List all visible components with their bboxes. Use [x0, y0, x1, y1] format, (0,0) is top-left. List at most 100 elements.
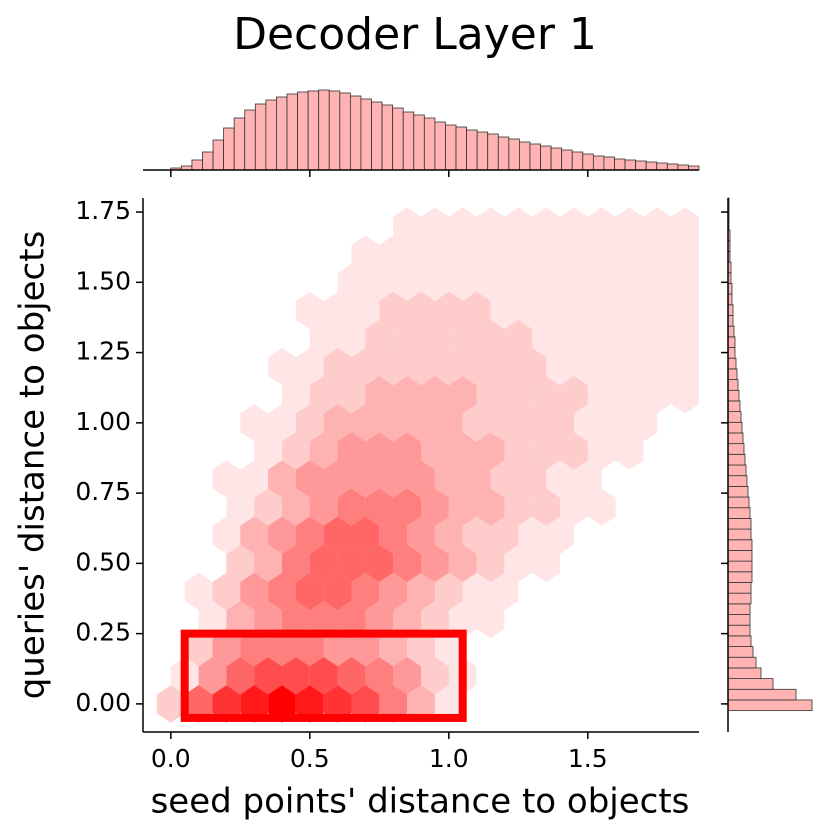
x-axis-label: seed points' distance to objects — [151, 782, 690, 822]
hex-cell — [421, 488, 449, 526]
hex-cell — [587, 432, 616, 470]
hex-cell — [671, 263, 699, 302]
top-hist-bar — [476, 131, 489, 171]
hex-cell — [268, 628, 296, 667]
hex-cell — [240, 460, 269, 498]
hex-cell — [448, 376, 477, 414]
hex-cell — [268, 347, 296, 386]
top-hist-bar — [286, 93, 298, 171]
right-hist-bar — [727, 389, 740, 402]
top-hist-bar — [445, 124, 457, 171]
hex-cell — [657, 235, 686, 273]
hex-cell — [351, 235, 380, 273]
hex-cell — [490, 572, 519, 611]
hex-cell — [212, 516, 241, 554]
hex-cell — [393, 376, 421, 414]
hex-cell — [295, 347, 324, 386]
hex-cell — [309, 544, 338, 583]
hex-cell — [309, 376, 338, 414]
right-hist-bar — [727, 453, 746, 466]
hex-cell — [198, 600, 227, 639]
hex-cell — [212, 685, 241, 723]
hex-cell — [407, 572, 435, 611]
hex-cell — [379, 460, 408, 498]
hex-cell — [323, 347, 352, 386]
right-hist-bar — [727, 336, 736, 348]
hex-cell — [504, 263, 533, 302]
right-hist-bar — [727, 550, 753, 562]
right-hist-bar — [727, 400, 741, 413]
top-hist-bar — [519, 141, 531, 171]
hex-cell — [518, 460, 547, 498]
hex-cell — [560, 319, 588, 358]
top-hist-bar — [349, 95, 362, 171]
hex-cell — [295, 685, 324, 723]
hex-cell — [379, 685, 408, 723]
hex-cell — [407, 291, 435, 330]
hex-cell — [309, 319, 338, 358]
hex-cell — [490, 404, 519, 442]
hex-cell — [462, 516, 491, 554]
hex-cell — [490, 460, 519, 498]
top-hist-bar — [635, 160, 647, 171]
right-hist-bar — [727, 518, 752, 530]
hex-cell — [198, 657, 227, 695]
hex-cell — [573, 235, 602, 273]
hex-cell — [379, 235, 408, 273]
top-hist-bar — [191, 159, 203, 171]
hex-cell — [601, 291, 630, 330]
chart-title: Decoder Layer 1 — [233, 9, 597, 60]
hex-cell — [351, 460, 380, 498]
hex-cell — [240, 685, 269, 723]
hex-cell — [240, 572, 269, 611]
hex-cell — [587, 319, 616, 358]
hex-cell — [560, 432, 588, 470]
hex-cell — [448, 488, 477, 526]
top-hist-bar — [550, 147, 563, 171]
top-hist-bar — [202, 151, 214, 171]
hex-cell — [629, 347, 658, 386]
top-hist-bar — [318, 89, 330, 171]
right-hist-bar — [727, 667, 762, 679]
hex-cell — [685, 347, 699, 386]
hex-cell — [601, 235, 630, 273]
top-hist-bar — [297, 91, 309, 171]
hex-cell — [393, 488, 421, 526]
hex-cell — [379, 347, 408, 386]
hex-cell — [407, 347, 435, 386]
hex-cell — [379, 404, 408, 442]
hex-cell — [546, 291, 574, 330]
hex-cell — [615, 432, 644, 470]
hex-cell — [351, 572, 380, 611]
hex-cell — [476, 319, 505, 358]
hex-cell — [156, 685, 185, 723]
hex-cell — [421, 319, 449, 358]
top-hist-bar — [508, 138, 520, 171]
hex-cell — [685, 235, 699, 273]
hex-cell — [351, 628, 380, 667]
hex-cell — [532, 207, 560, 245]
hex-cell — [393, 432, 421, 470]
hex-cell — [365, 544, 394, 583]
hex-cell — [323, 685, 352, 723]
hex-cell — [462, 460, 491, 498]
right-hist-bar — [727, 592, 752, 605]
hex-cell — [365, 432, 394, 470]
hex-cell — [365, 657, 394, 695]
hex-cell — [448, 432, 477, 470]
top-hist-bar — [339, 92, 351, 171]
hex-cell — [309, 657, 338, 695]
hex-cell — [518, 235, 547, 273]
top-hist-bar — [497, 136, 510, 171]
hex-cell — [601, 347, 630, 386]
hex-cell — [546, 404, 574, 442]
hex-cell — [615, 376, 644, 414]
y-tick-label: 1.75 — [75, 196, 131, 225]
hex-cell — [490, 291, 519, 330]
top-hist-bar — [233, 117, 246, 171]
hex-cell — [365, 488, 394, 526]
hex-cell — [476, 488, 505, 526]
hex-cell — [295, 291, 324, 330]
hex-cell — [282, 544, 310, 583]
